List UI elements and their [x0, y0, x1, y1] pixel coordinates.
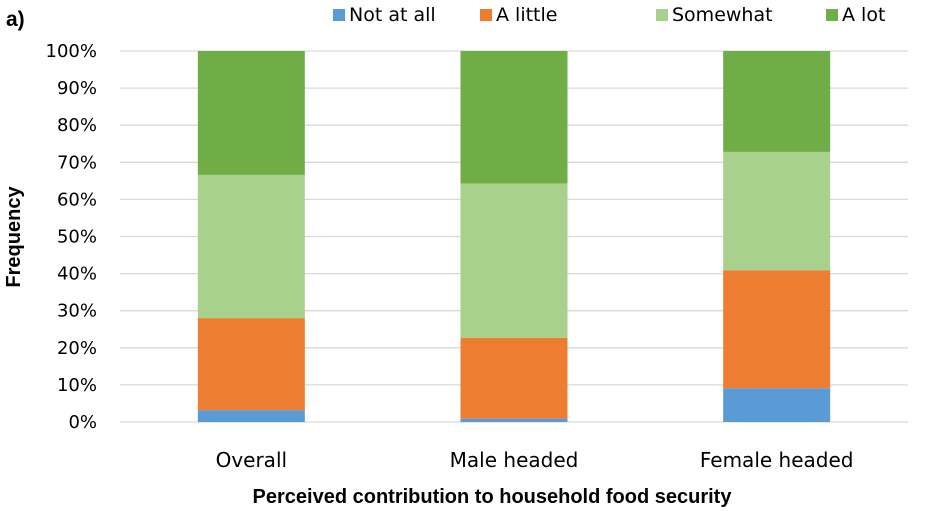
y-tick-label: 10% — [57, 375, 97, 396]
bar-segment — [460, 183, 568, 338]
y-tick-label: 100% — [46, 41, 97, 62]
y-tick-label: 0% — [68, 412, 97, 433]
legend: Not at all A little Somewhat A lot — [333, 4, 885, 26]
y-tick-label: 20% — [57, 338, 97, 359]
y-tick-label: 40% — [57, 264, 97, 285]
legend-swatch — [656, 9, 668, 21]
bar-segment — [723, 270, 831, 389]
y-tick-label: 50% — [57, 227, 97, 248]
x-axis-title: Perceived contribution to household food… — [253, 486, 733, 508]
bar-segment — [197, 51, 305, 175]
legend-swatch — [480, 9, 492, 21]
y-tick-label: 90% — [57, 78, 97, 99]
legend-label: Not at all — [349, 4, 436, 26]
bar-segment — [460, 418, 568, 422]
y-axis-title: Frequency — [3, 186, 25, 288]
legend-swatch — [826, 9, 838, 21]
legend-label: Somewhat — [672, 4, 773, 26]
x-category-label: Male headed — [450, 448, 579, 472]
bar-segment — [460, 337, 568, 419]
bar-segment — [197, 174, 305, 319]
x-category-label: Female headed — [700, 448, 854, 472]
panel-label: a) — [6, 8, 25, 31]
legend-swatch — [333, 9, 345, 21]
y-tick-label: 30% — [57, 301, 97, 322]
legend-label: A lot — [842, 4, 885, 26]
y-tick-label: 80% — [57, 115, 97, 136]
x-category-labels: Overall Male headed Female headed — [216, 448, 854, 472]
bar-segment — [197, 318, 305, 411]
bar-segment — [460, 51, 568, 184]
x-category-label: Overall — [216, 448, 287, 472]
y-tick-labels: 0% 10% 20% 30% 40% 50% 60% 70% 80% 90% 100% — [46, 41, 97, 433]
bar-segment — [197, 410, 305, 422]
bar-segment — [723, 151, 831, 271]
legend-label: A little — [496, 4, 557, 26]
bars — [197, 51, 831, 422]
y-tick-label: 60% — [57, 189, 97, 210]
y-tick-label: 70% — [57, 152, 97, 173]
bar-segment — [723, 388, 831, 422]
bar-segment — [723, 51, 831, 152]
